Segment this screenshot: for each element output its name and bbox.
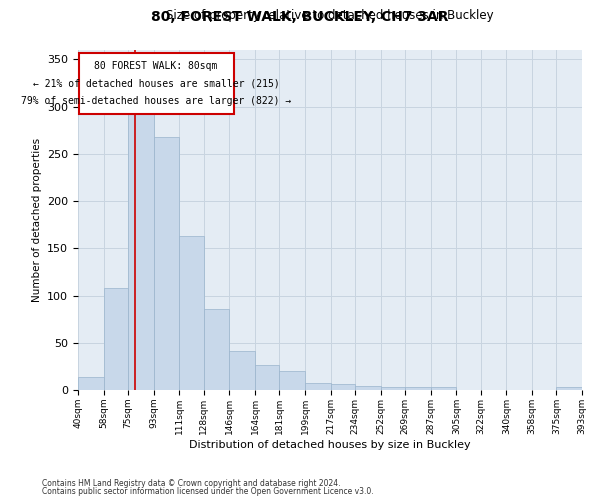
Text: Contains HM Land Registry data © Crown copyright and database right 2024.: Contains HM Land Registry data © Crown c…: [42, 478, 341, 488]
Bar: [280, 371, 305, 390]
Bar: [331, 384, 355, 390]
Text: 79% of semi-detached houses are larger (822) →: 79% of semi-detached houses are larger (…: [21, 96, 291, 106]
Bar: [79, 53, 233, 114]
Bar: [154, 137, 179, 390]
Text: 80 FOREST WALK: 80sqm: 80 FOREST WALK: 80sqm: [94, 60, 218, 70]
Bar: [104, 288, 128, 390]
Text: Contains public sector information licensed under the Open Government Licence v3: Contains public sector information licen…: [42, 487, 374, 496]
Text: ← 21% of detached houses are smaller (215): ← 21% of detached houses are smaller (21…: [33, 78, 280, 88]
Bar: [305, 384, 331, 390]
Title: Size of property relative to detached houses in Buckley: Size of property relative to detached ho…: [166, 10, 494, 22]
Bar: [179, 236, 203, 390]
Bar: [78, 377, 104, 390]
Bar: [229, 352, 255, 390]
Bar: [128, 114, 154, 390]
Bar: [255, 364, 280, 390]
Bar: [431, 387, 457, 390]
Text: 80, FOREST WALK, BUCKLEY, CH7 3AR: 80, FOREST WALK, BUCKLEY, CH7 3AR: [151, 10, 449, 24]
Y-axis label: Number of detached properties: Number of detached properties: [32, 138, 41, 302]
Bar: [405, 387, 431, 390]
Bar: [556, 387, 582, 390]
Bar: [203, 309, 229, 390]
Bar: [355, 386, 380, 390]
Bar: [380, 387, 405, 390]
X-axis label: Distribution of detached houses by size in Buckley: Distribution of detached houses by size …: [189, 440, 471, 450]
